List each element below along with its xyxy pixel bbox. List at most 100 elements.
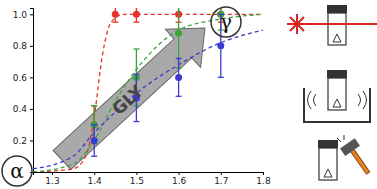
chart: 1.3 1.4 1.5 1.6 1.7 1.8 0.2 0.4 0.6 0.8 1.0 α γ GLY (0, 0, 377, 189)
vial (327, 70, 347, 110)
tick: 1.4 (88, 172, 103, 186)
axis-line (34, 173, 264, 176)
wave (308, 91, 312, 109)
tick: 1.8 (256, 172, 271, 186)
error-cap (133, 22, 139, 23)
hammer-handle (349, 147, 369, 174)
tick-mark (52, 172, 53, 175)
vial-body (319, 148, 337, 180)
tick-label: 1.8 (256, 176, 271, 186)
tick: 1.5 (130, 172, 144, 186)
fit-line (33, 30, 263, 169)
tick: 1.0 (13, 10, 33, 20)
tick-label: 0.4 (13, 104, 28, 114)
point (217, 42, 224, 49)
error-bar (91, 125, 97, 157)
error-cap (133, 48, 139, 49)
laser-star (287, 14, 307, 34)
series (91, 8, 225, 144)
error-bar (176, 58, 182, 96)
series (91, 8, 225, 144)
tick-label: 1.6 (172, 176, 187, 186)
phase-text: α (10, 159, 24, 183)
tick-label: 1.5 (130, 176, 144, 186)
error-cap (133, 74, 139, 75)
point (175, 30, 182, 37)
point (133, 11, 140, 18)
series (91, 14, 225, 156)
error-cap (218, 77, 224, 78)
tick-mark (179, 172, 180, 175)
phase-label: γ (211, 7, 241, 37)
error-cap (112, 22, 118, 23)
tick-mark (94, 172, 95, 175)
tick: 0.8 (13, 41, 33, 51)
error-cap (91, 124, 97, 125)
phase-text: γ (220, 10, 232, 34)
phase-label: α (2, 156, 32, 186)
tick-label: 1.3 (45, 176, 59, 186)
y-axis: 0.2 0.4 0.6 0.8 1.0 (13, 9, 34, 173)
point (91, 137, 98, 144)
tick-mark (30, 140, 33, 141)
point (112, 11, 119, 18)
vial-cap (318, 140, 338, 148)
tick-mark (30, 46, 33, 47)
error-cap (91, 105, 97, 106)
tick-label: 1.7 (214, 176, 228, 186)
crystal (333, 99, 341, 107)
error-cap (176, 58, 182, 59)
hammer (340, 138, 375, 178)
vial-body (328, 13, 346, 45)
tick-mark (221, 172, 222, 175)
plot-data (33, 8, 263, 172)
tick-mark (30, 14, 33, 15)
vial-body (328, 78, 346, 110)
error-bar (91, 106, 97, 144)
wave (314, 94, 317, 106)
error-cap (176, 96, 182, 97)
tick: 1.3 (45, 172, 59, 186)
bath (304, 88, 370, 122)
impact (333, 135, 344, 146)
tick-label: 0.8 (13, 41, 28, 51)
tick-mark (30, 77, 33, 78)
laser-ray (297, 17, 304, 24)
vial-cap (327, 5, 347, 13)
axis-line (30, 9, 34, 173)
phase-circle (211, 7, 241, 37)
tick-label: 0.2 (13, 136, 27, 146)
error-cap (91, 105, 97, 106)
laser-ray (290, 17, 297, 24)
vial-cap (327, 70, 347, 78)
icons (287, 5, 377, 180)
tick-label: 1.0 (13, 10, 28, 20)
tick-label: 0.6 (13, 73, 28, 83)
wave (363, 91, 367, 109)
error-bar (91, 106, 97, 144)
wave (358, 94, 361, 106)
laser-ray (290, 24, 297, 31)
error-bar (133, 8, 139, 22)
hammer-head (340, 138, 360, 156)
error-cap (91, 156, 97, 157)
tick: 0.4 (13, 104, 33, 114)
tick-mark (30, 109, 33, 110)
error-bar (176, 8, 182, 68)
tick-mark (263, 172, 264, 175)
tick: 0.6 (13, 73, 33, 83)
error-bar (112, 8, 118, 22)
crystal (324, 169, 332, 177)
arrow-shape (44, 9, 222, 179)
x-axis: 1.3 1.4 1.5 1.6 1.7 1.8 (34, 172, 271, 186)
tick: 1.7 (214, 172, 228, 186)
phase-circle (2, 156, 32, 186)
tick: 1.6 (172, 172, 187, 186)
fit-line (33, 14, 263, 172)
arrow (44, 9, 222, 179)
tick: 0.2 (13, 136, 33, 146)
arrow-label: GLY (108, 81, 147, 120)
point (175, 74, 182, 81)
error-cap (133, 121, 139, 122)
vial (318, 140, 338, 180)
